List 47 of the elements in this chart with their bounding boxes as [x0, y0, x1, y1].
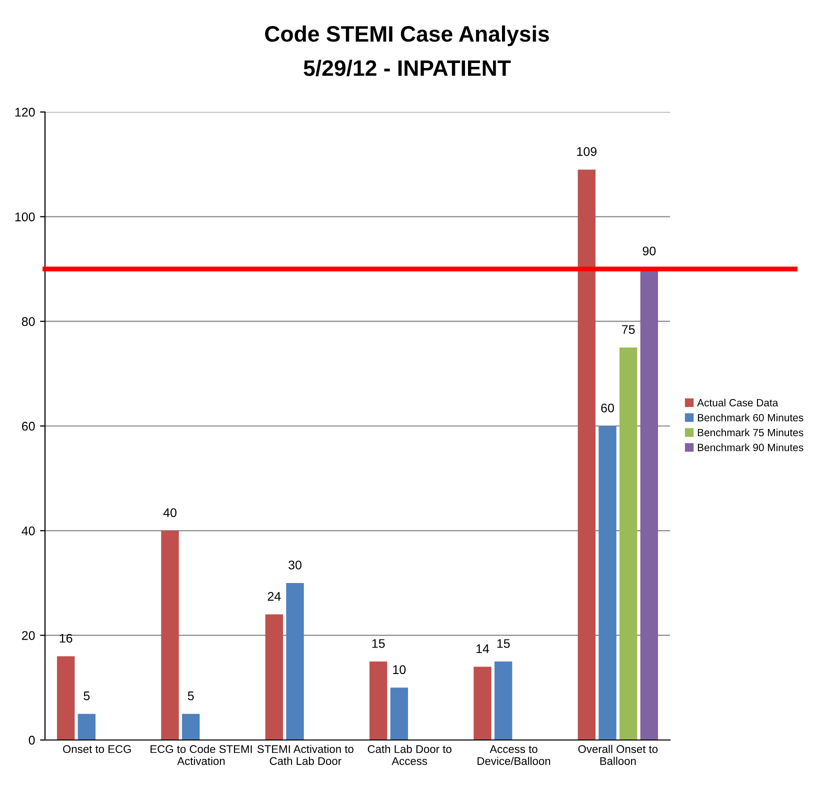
- bar: [56, 656, 75, 740]
- bar: [640, 269, 658, 740]
- data-label: 60: [601, 404, 614, 412]
- bar: [494, 662, 512, 740]
- bar: [474, 666, 492, 740]
- data-label: 90: [642, 246, 656, 256]
- bar: [286, 583, 304, 740]
- data-label: 5: [84, 692, 90, 700]
- legend-label: Actual Case Data: [697, 398, 778, 406]
- bar: [161, 530, 179, 740]
- legend-label: Benchmark 90 Minutes: [698, 444, 804, 452]
- chart-title: Code STEMI Case Analysis: [265, 25, 549, 46]
- legend-label: Benchmark 75 Minutes: [698, 428, 804, 436]
- bar: [578, 170, 596, 740]
- y-tick-label: 20: [22, 631, 35, 640]
- bar: [265, 614, 284, 740]
- x-tick-label: Overall Onset to Balloon: [578, 744, 658, 765]
- data-label: 16: [60, 634, 72, 643]
- y-tick-label: 40: [22, 526, 35, 536]
- x-tick-label: Access to Device/Balloon: [478, 745, 550, 765]
- chart-subtitle: 5/29/12 - INPATIENT: [304, 60, 511, 76]
- data-label: 40: [163, 508, 176, 518]
- y-tick-label: 60: [22, 422, 35, 431]
- y-tick-label: 120: [15, 108, 35, 117]
- data-label: 30: [288, 560, 302, 570]
- bar: [598, 426, 616, 740]
- data-label: 14: [476, 644, 490, 654]
- bar: [390, 688, 408, 740]
- data-label: 24: [268, 592, 281, 601]
- data-label: 109: [577, 147, 597, 156]
- data-label: 15: [372, 639, 385, 648]
- y-tick-label: 0: [28, 736, 35, 745]
- bar: [78, 714, 96, 740]
- data-label: 15: [497, 639, 510, 648]
- legend-label: Benchmark 60 Minutes: [698, 414, 804, 422]
- y-tick-label: 100: [15, 212, 35, 222]
- x-tick-label: STEMI Activation to Cath Lab Door: [257, 744, 354, 765]
- y-tick-label: 80: [22, 317, 35, 326]
- bar: [182, 714, 200, 740]
- bar: [369, 662, 388, 740]
- x-tick-label: ECG to Code STEMI Activation: [150, 744, 252, 765]
- data-label: 5: [188, 692, 194, 700]
- bar: [619, 348, 638, 740]
- x-tick-label: Cath Lab Door to Access: [368, 744, 452, 765]
- data-label: 75: [622, 325, 635, 334]
- x-tick-label: Onset to ECG: [63, 745, 131, 754]
- data-label: 10: [393, 665, 406, 674]
